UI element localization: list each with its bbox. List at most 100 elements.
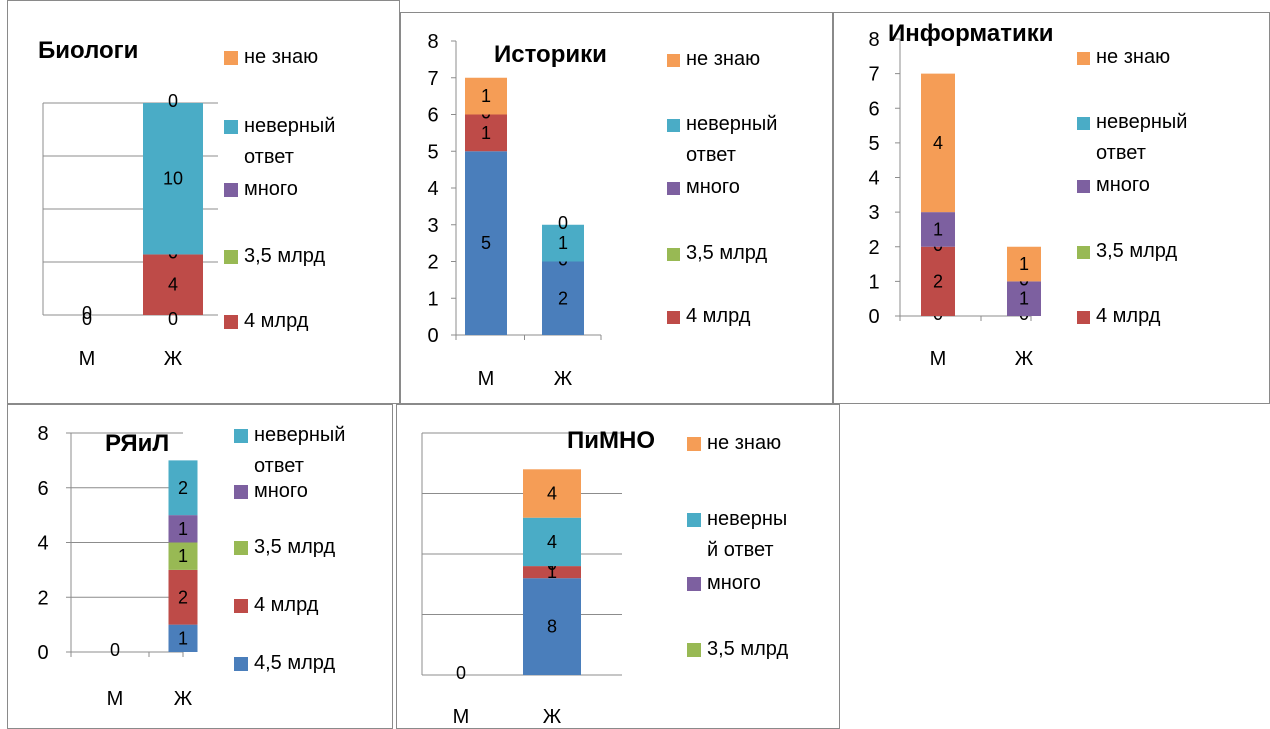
legend-swatch [687,437,701,451]
legend-label: неверный [686,113,777,135]
legend-swatch [1077,246,1090,259]
data-label: 4 [933,133,943,153]
legend-swatch [224,51,238,65]
bar-segment [921,73,955,213]
data-label: 4 [547,532,557,552]
legend-label: й ответ [707,539,774,561]
legend-label: много [254,480,308,502]
legend-swatch [667,54,680,67]
legend-label: не знаю [1096,46,1170,68]
chart-title: Биологи [38,37,138,64]
legend-label: 4 млрд [244,310,309,332]
legend-swatch [224,250,238,264]
y-tick-label: 6 [37,478,48,500]
bar-segment [465,151,507,335]
chart-historians: 012345678МЖ51012010Историкине знаюневерн… [427,31,777,390]
legend-label: много [686,176,740,198]
y-tick-label: 4 [37,533,48,555]
y-tick-label: 6 [868,98,879,120]
data-label: 2 [933,271,943,291]
data-label: 0 [82,309,92,329]
data-label: 1 [547,562,557,582]
legend-label: неверный [254,424,345,446]
legend-label: не знаю [707,432,781,454]
legend-swatch [687,577,701,591]
legend-swatch [1077,52,1090,65]
bar-segment [1007,246,1041,282]
chart-panel-biologists: МЖ04010000Биологине знаюневерныйответмно… [7,0,400,404]
data-label: 1 [481,123,491,143]
y-tick-label: 0 [37,642,48,664]
legend-label: неверны [707,508,787,530]
bar-segment [921,212,955,247]
chart-biologists: МЖ04010000Биологине знаюневерныйответмно… [38,37,335,370]
bar-segment [168,624,198,652]
x-tick-label: М [107,688,124,710]
legend-label: 3,5 млрд [686,242,767,264]
legend-swatch [687,513,701,527]
legend-swatch [687,643,701,657]
legend-label: 4 млрд [254,594,319,616]
bar-segment [523,566,581,579]
legend-label: 3,5 млрд [244,245,325,267]
data-label: 1 [558,233,568,253]
bar-segment [523,517,581,567]
bar-segment [542,224,584,262]
bar-segment [168,515,198,543]
x-tick-label: М [79,348,96,370]
chart-ryail: 0 2 4 6 8 М Ж 0 1 2 1 1 2 РЯиЛ неверный ответ много 3,5 м… [37,423,345,710]
data-label: 4 [168,275,178,295]
x-tick-label: Ж [543,706,562,728]
legend-label: 3,5 млрд [254,536,335,558]
legend-swatch [1077,180,1090,193]
data-label: 8 [547,617,557,637]
legend-swatch [224,183,238,197]
chart-panel-ryail: 0 2 4 6 8 М Ж 0 1 2 1 1 2 РЯиЛ неверный ответ много 3,5 м… [7,404,393,729]
x-tick-label: М [478,368,495,390]
data-label: 0 [168,309,178,329]
chart-title: РЯиЛ [105,430,169,457]
chart-panel-historians: 012345678МЖ51012010Историкине знаюневерн… [400,12,833,404]
data-label: 1 [178,628,188,648]
data-label: 5 [481,233,491,253]
data-label: 1 [1019,254,1029,274]
chart-informaticians: 012345678МЖ020140101Информатикине знаюне… [868,20,1187,370]
chart-panel-informaticians: 012345678МЖ020140101Информатикине знаюне… [833,12,1270,404]
chart-title: ПиМНО [567,427,655,454]
legend-swatch [1077,117,1090,130]
data-label: 0 [82,303,92,323]
legend-label: не знаю [686,48,760,70]
x-tick-label: Ж [554,368,573,390]
bar-segment [465,114,507,152]
bar-segment [143,103,203,255]
legend-swatch [667,119,680,132]
data-label: 1 [178,519,188,539]
y-tick-label: 4 [868,168,879,190]
legend-swatch [224,315,238,329]
y-tick-label: 3 [868,202,879,224]
data-label: 1 [1019,289,1029,309]
y-tick-label: 3 [427,215,438,237]
data-label: 0 [558,213,568,233]
legend-label: ответ [254,455,304,477]
legend-swatch [224,120,238,134]
y-tick-label: 8 [868,29,879,51]
bar-segment [465,77,507,115]
data-label: 0 [456,663,466,683]
x-tick-label: Ж [164,348,183,370]
data-label: 2 [178,587,188,607]
legend-label: много [707,572,761,594]
legend-label: не знаю [244,46,318,68]
y-tick-label: 7 [868,64,879,86]
x-tick-label: Ж [174,688,193,710]
bar-segment [168,569,198,625]
legend-label: 3,5 млрд [1096,240,1177,262]
bar-segment [168,542,198,570]
legend-label: ответ [1096,142,1146,164]
legend-swatch [234,485,248,499]
bar-segment [143,254,203,315]
legend-swatch [667,311,680,324]
legend-swatch [234,429,248,443]
